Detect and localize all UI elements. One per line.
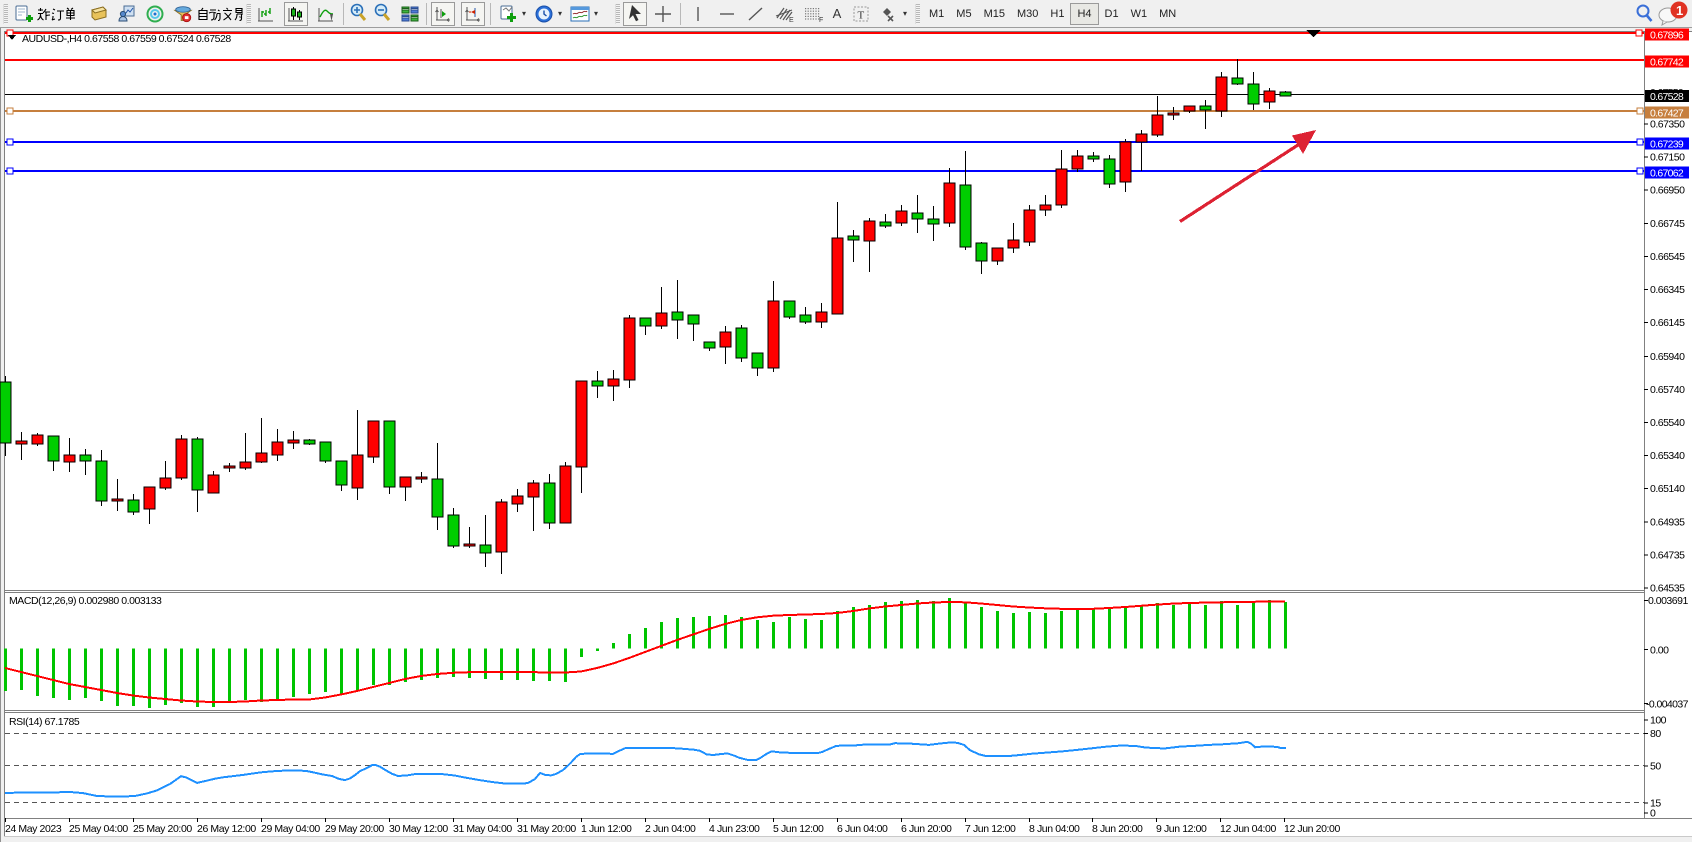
svg-text:29 May 04:00: 29 May 04:00 (261, 823, 320, 835)
svg-text:0.67239: 0.67239 (1650, 139, 1684, 151)
svg-text:0.65740: 0.65740 (1650, 384, 1685, 396)
svg-text:6 Jun 04:00: 6 Jun 04:00 (837, 823, 888, 835)
svg-text:0.67896: 0.67896 (1650, 30, 1684, 42)
svg-text:0.64735: 0.64735 (1650, 550, 1685, 562)
svg-text:0.65140: 0.65140 (1650, 483, 1685, 495)
svg-text:5 Jun 12:00: 5 Jun 12:00 (773, 823, 824, 835)
svg-text:29 May 20:00: 29 May 20:00 (325, 823, 384, 835)
svg-text:0.66950: 0.66950 (1650, 184, 1685, 196)
svg-text:MACD(12,26,9) 0.002980 0.00313: MACD(12,26,9) 0.002980 0.003133 (9, 595, 162, 607)
svg-text:30 May 12:00: 30 May 12:00 (389, 823, 448, 835)
svg-text:0.67062: 0.67062 (1650, 168, 1684, 180)
svg-text:25 May 20:00: 25 May 20:00 (133, 823, 192, 835)
svg-text:AUDUSD-,H4 0.67558 0.67559 0.: AUDUSD-,H4 0.67558 0.67559 0.67524 0.675… (22, 33, 231, 45)
svg-text:50: 50 (1650, 761, 1661, 773)
svg-text:7 Jun 12:00: 7 Jun 12:00 (965, 823, 1016, 835)
svg-text:26 May 12:00: 26 May 12:00 (197, 823, 256, 835)
svg-text:0.67427: 0.67427 (1650, 108, 1684, 120)
svg-text:8 Jun 20:00: 8 Jun 20:00 (1092, 823, 1143, 835)
svg-text:4 Jun 23:00: 4 Jun 23:00 (709, 823, 760, 835)
svg-text:0.003691: 0.003691 (1648, 595, 1688, 607)
svg-text:0.64935: 0.64935 (1650, 517, 1685, 529)
svg-text:0.65940: 0.65940 (1650, 351, 1685, 363)
svg-text:0.00: 0.00 (1650, 644, 1669, 656)
svg-text:E: E (789, 17, 794, 24)
svg-text:0.64535: 0.64535 (1650, 583, 1685, 595)
svg-text:0.67350: 0.67350 (1650, 119, 1685, 131)
svg-text:0.66545: 0.66545 (1650, 251, 1685, 263)
svg-text:24 May 2023: 24 May 2023 (5, 823, 62, 835)
svg-text:0.65540: 0.65540 (1650, 417, 1685, 429)
svg-text:31 May 20:00: 31 May 20:00 (517, 823, 576, 835)
svg-text:0.66345: 0.66345 (1650, 284, 1685, 296)
svg-text:0.67528: 0.67528 (1650, 91, 1684, 103)
svg-text:0.66145: 0.66145 (1650, 317, 1685, 329)
svg-text:1 Jun 12:00: 1 Jun 12:00 (581, 823, 632, 835)
svg-text:15: 15 (1650, 798, 1661, 810)
svg-text:0: 0 (1650, 808, 1656, 820)
svg-text:31 May 04:00: 31 May 04:00 (453, 823, 512, 835)
svg-text:2 Jun 04:00: 2 Jun 04:00 (645, 823, 696, 835)
svg-text:100: 100 (1650, 715, 1667, 727)
svg-text:8 Jun 04:00: 8 Jun 04:00 (1029, 823, 1080, 835)
svg-text:80: 80 (1650, 728, 1661, 740)
svg-text:F: F (819, 17, 823, 24)
svg-text:12 Jun 04:00: 12 Jun 04:00 (1220, 823, 1276, 835)
svg-text:25 May 04:00: 25 May 04:00 (69, 823, 128, 835)
svg-text:1: 1 (1676, 3, 1683, 18)
svg-text:0.65340: 0.65340 (1650, 450, 1685, 462)
svg-text:0.66745: 0.66745 (1650, 218, 1685, 230)
svg-text:0.67742: 0.67742 (1650, 57, 1684, 69)
svg-text:6 Jun 20:00: 6 Jun 20:00 (901, 823, 952, 835)
svg-text:9 Jun 12:00: 9 Jun 12:00 (1156, 823, 1207, 835)
svg-text:-0.004037: -0.004037 (1646, 698, 1689, 710)
svg-text:0.67150: 0.67150 (1650, 152, 1685, 164)
svg-text:T: T (858, 9, 865, 21)
svg-text:RSI(14) 67.1785: RSI(14) 67.1785 (9, 716, 80, 728)
svg-text:12 Jun 20:00: 12 Jun 20:00 (1284, 823, 1340, 835)
